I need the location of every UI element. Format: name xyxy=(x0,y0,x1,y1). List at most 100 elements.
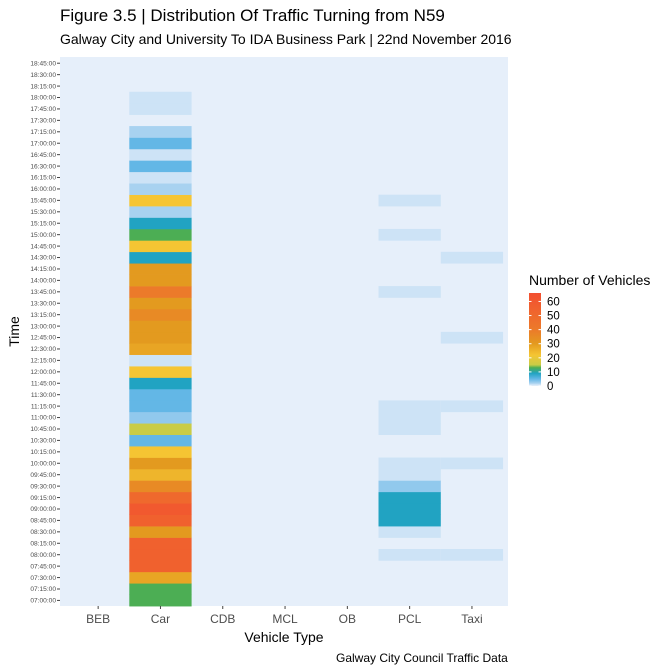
heatmap-cell xyxy=(129,160,192,173)
heatmap-cell xyxy=(440,251,504,264)
heatmap-cell xyxy=(129,503,192,515)
heatmap-cell xyxy=(378,526,441,538)
y-tick-label: 12:00:00 xyxy=(30,369,56,376)
y-tick-label: 17:00:00 xyxy=(30,140,56,147)
heatmap-cell xyxy=(378,480,441,493)
y-tick-label: 13:30:00 xyxy=(30,300,56,307)
heatmap-cell xyxy=(378,228,441,241)
x-tick-label: PCL xyxy=(398,612,422,626)
y-tick-label: 07:15:00 xyxy=(30,586,56,593)
y-tick-label: 11:00:00 xyxy=(31,415,57,422)
x-tick-label: Car xyxy=(151,612,170,626)
y-tick-label: 10:30:00 xyxy=(30,438,56,445)
y-tick-label: 10:15:00 xyxy=(30,449,56,456)
heatmap-cell xyxy=(129,548,192,561)
heatmap-cell xyxy=(378,411,441,424)
y-tick-label: 11:15:00 xyxy=(31,403,57,410)
heatmap-cell xyxy=(129,388,192,401)
heatmap-cell xyxy=(129,263,192,275)
heatmap-cell xyxy=(129,594,192,607)
y-tick-label: 12:15:00 xyxy=(30,358,56,365)
legend-tick-label: 50 xyxy=(547,311,560,323)
heatmap-cell xyxy=(129,331,192,344)
heatmap-cell xyxy=(129,434,192,447)
legend-tick-label: 10 xyxy=(547,367,560,379)
y-tick-label: 15:15:00 xyxy=(30,220,56,227)
y-tick-label: 09:30:00 xyxy=(30,483,56,490)
heatmap-cell xyxy=(129,526,192,538)
y-tick-label: 08:00:00 xyxy=(30,552,56,559)
heatmap-cell xyxy=(378,491,441,504)
y-tick-label: 18:30:00 xyxy=(30,72,56,79)
heatmap-cell xyxy=(129,491,192,504)
heatmap-cell xyxy=(129,308,192,321)
y-tick-label: 15:30:00 xyxy=(30,209,56,216)
heatmap-cell xyxy=(129,571,192,584)
heatmap-cell xyxy=(378,457,441,470)
x-axis-label: Vehicle Type xyxy=(244,629,323,645)
y-tick-label: 15:00:00 xyxy=(30,232,56,239)
legend-tick-label: 60 xyxy=(547,296,560,308)
heatmap-cell xyxy=(129,274,192,287)
heatmap-cell xyxy=(129,126,192,138)
y-tick-label: 08:45:00 xyxy=(30,518,56,525)
legend-colorbar xyxy=(529,293,541,386)
heatmap-cell xyxy=(440,548,504,561)
x-tick-label: OB xyxy=(339,612,356,626)
y-tick-label: 17:45:00 xyxy=(30,106,56,113)
y-tick-label: 09:45:00 xyxy=(30,472,56,479)
heatmap-cell xyxy=(129,446,192,458)
heatmap-cell xyxy=(129,286,192,298)
y-tick-label: 16:15:00 xyxy=(30,175,56,182)
y-tick-label: 07:45:00 xyxy=(30,563,56,570)
y-tick-label: 11:30:00 xyxy=(31,392,57,399)
heatmap-cell xyxy=(378,514,441,527)
heatmap-cell xyxy=(129,183,192,195)
heatmap-cell xyxy=(129,583,192,596)
heatmap-cell xyxy=(129,537,192,550)
y-tick-label: 12:45:00 xyxy=(30,335,56,342)
legend-tick-label: 40 xyxy=(547,325,560,337)
heatmap-cell xyxy=(440,457,504,470)
y-tick-label: 10:45:00 xyxy=(30,426,56,433)
heatmap-cell xyxy=(129,217,192,230)
heatmap-cell xyxy=(378,548,441,561)
y-tick-label: 15:45:00 xyxy=(30,198,56,205)
y-tick-label: 14:45:00 xyxy=(30,243,56,250)
chart-subtitle: Galway City and University To IDA Busine… xyxy=(60,31,512,47)
heatmap-cell xyxy=(129,194,192,207)
y-axis-label: Time xyxy=(6,316,22,347)
y-tick-label: 16:30:00 xyxy=(30,163,56,170)
heatmap-cell xyxy=(129,400,192,413)
heatmap-cell xyxy=(129,514,192,527)
y-tick-label: 14:30:00 xyxy=(30,255,56,262)
heatmap-cell xyxy=(440,331,504,344)
y-tick-label: 18:45:00 xyxy=(30,60,56,67)
heatmap-cell xyxy=(129,560,192,573)
heatmap-cell xyxy=(129,148,192,161)
heatmap-cell xyxy=(378,194,441,207)
y-tick-label: 17:30:00 xyxy=(30,118,56,125)
chart-caption: Galway City Council Traffic Data xyxy=(336,651,508,665)
heatmap-cell xyxy=(129,228,192,241)
legend-tick-label: 0 xyxy=(547,381,553,393)
heatmap-cell xyxy=(129,366,192,378)
chart-title: Figure 3.5 | Distribution Of Traffic Tur… xyxy=(60,6,445,25)
legend-tick-label: 20 xyxy=(547,353,560,365)
y-tick-label: 13:00:00 xyxy=(30,323,56,330)
x-tick-label: MCL xyxy=(272,612,298,626)
y-tick-label: 08:15:00 xyxy=(30,540,56,547)
y-tick-label: 07:30:00 xyxy=(30,575,56,582)
heatmap-cell xyxy=(378,400,441,413)
y-tick-label: 16:00:00 xyxy=(30,186,56,193)
y-tick-label: 12:30:00 xyxy=(30,346,56,353)
heatmap-cell xyxy=(129,320,192,333)
heatmap-cell xyxy=(378,468,441,481)
legend-tick-label: 30 xyxy=(547,339,560,351)
heatmap-cell xyxy=(378,286,441,298)
y-tick-label: 13:15:00 xyxy=(30,312,56,319)
y-tick-label: 13:45:00 xyxy=(30,289,56,296)
heatmap-cell xyxy=(129,297,192,310)
heatmap-cell xyxy=(129,91,192,104)
y-tick-label: 08:30:00 xyxy=(30,529,56,536)
